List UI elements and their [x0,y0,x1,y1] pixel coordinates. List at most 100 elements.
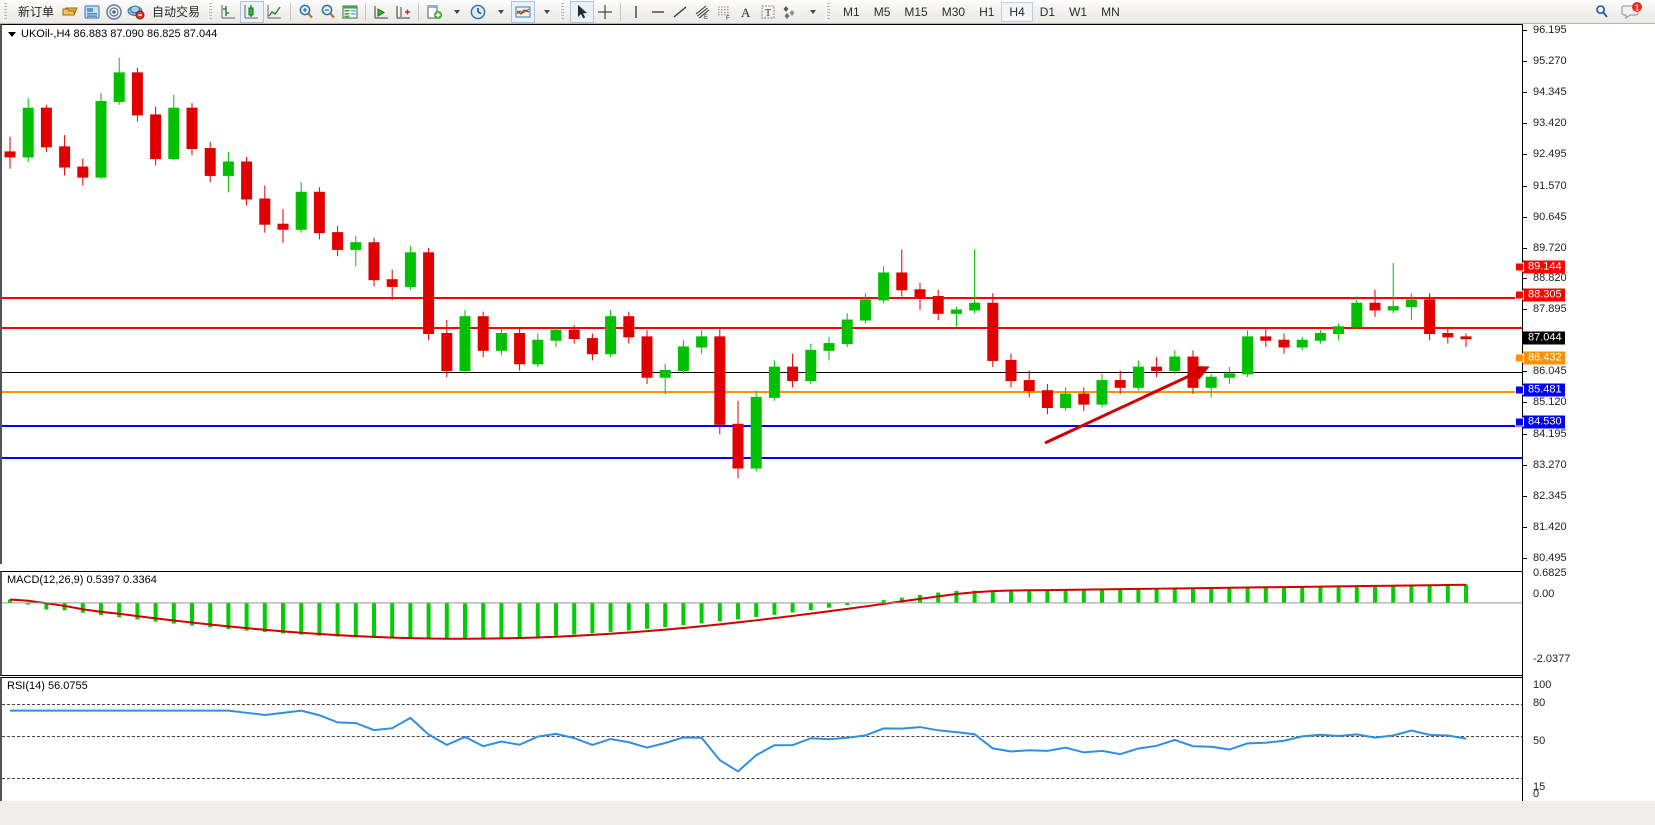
add-indicator-dropdown[interactable] [445,1,467,23]
level-line-current-price[interactable] [2,372,1522,373]
price-tick-label: 95.270 [1533,55,1567,68]
bottom-status-strip [0,801,1655,825]
auto-trading-button[interactable]: 自动交易 [147,1,205,23]
bar-chart-icon[interactable] [218,1,240,23]
price-tag-support[interactable]: 85.481 [1523,383,1565,397]
shapes-icon[interactable] [779,1,801,23]
price-tick-mark [1523,433,1527,435]
chat-badge-count: 1 [1635,3,1640,12]
shift-chart-icon[interactable] [370,1,392,23]
new-order-button[interactable]: 新订单 [13,1,59,23]
price-tick-mark [1523,247,1527,249]
timeframe-m15[interactable]: M15 [904,4,928,19]
timeframe-d1[interactable]: D1 [1039,4,1056,19]
period-dropdown[interactable] [489,1,511,23]
timeframe-w1[interactable]: W1 [1069,4,1088,19]
price-tick-mark [1523,278,1527,280]
period-icon[interactable] [467,1,489,23]
price-tick-label: 83.270 [1533,458,1567,471]
price-tag-support[interactable]: 84.530 [1523,415,1565,429]
search-icon[interactable] [1591,1,1613,23]
toolbar-grip-4[interactable] [826,2,834,21]
timeframe-h1[interactable]: H1 [979,4,995,19]
price-scale-axis[interactable]: 96.195 95.270 94.345 93.420 92.495 91.570 90.6… [1515,24,1655,804]
rsi-pane[interactable]: RSI(14) 56.0755 [0,677,1522,804]
line-chart-icon[interactable] [264,1,286,23]
price-tag-current-price[interactable]: 87.044 [1523,331,1565,345]
timeframe-h4[interactable]: H4 [1001,1,1033,22]
rsi-tick-label: 0 [1533,788,1540,800]
price-tag-resistance[interactable]: 88.305 [1523,288,1565,302]
chart-area[interactable]: UKOil-,H4 86.883 87.090 86.825 87.044 [0,24,1655,825]
level-handle[interactable] [1515,353,1524,363]
folder-icon[interactable] [59,1,81,23]
timeframe-mn[interactable]: MN [1101,4,1120,19]
zoom-out-icon[interactable] [317,1,339,23]
level-line-84530[interactable] [2,457,1522,459]
toolbar-grip[interactable] [3,2,10,21]
level-line-89144[interactable] [2,297,1522,299]
chevron-down-icon-symbol[interactable] [8,31,16,37]
chat-icon[interactable]: 1 [1619,1,1645,23]
fibonacci-icon[interactable]: F [713,1,735,23]
toolbar-separator-3 [418,2,420,21]
price-tick-mark [1523,61,1527,63]
level-line-88305[interactable] [2,327,1522,329]
toolbar-grip-3[interactable] [560,2,568,21]
price-tick-mark [1523,123,1527,125]
add-indicator-icon[interactable] [423,1,445,23]
equidistant-channel-icon[interactable]: E [691,1,713,23]
horizontal-line-icon[interactable] [647,1,669,23]
auto-scroll-icon[interactable] [392,1,414,23]
candlestick-chart-icon[interactable] [240,0,265,23]
templates-dropdown[interactable] [535,1,557,23]
signal-icon[interactable] [103,1,125,23]
tile-windows-icon[interactable] [339,1,361,23]
timeframe-m1[interactable]: M1 [843,4,860,19]
macd-pane[interactable]: MACD(12,26,9) 0.5397 0.3364 [0,571,1522,676]
price-tick-label: 84.195 [1533,427,1567,440]
trendline-icon[interactable] [669,1,691,23]
macd-tick-label: 0.00 [1533,588,1555,600]
price-tick-mark [1523,216,1527,218]
auto-trading-label: 自动交易 [152,5,201,19]
candlestick-series [4,57,1472,479]
rsi-tick-label: 80 [1533,697,1546,709]
price-tick-mark [1523,495,1527,497]
timeframe-m30[interactable]: M30 [941,4,966,19]
chevron-down-icon-4 [810,9,817,14]
toolbar-separator-2 [365,2,367,21]
news-icon[interactable] [81,1,103,23]
level-handle[interactable] [1515,262,1524,272]
templates-icon[interactable] [511,0,536,23]
text-label-icon[interactable]: A [735,1,757,23]
price-tick-mark [1523,526,1527,528]
price-tag-mid[interactable]: 86.432 [1523,351,1565,365]
price-tick-label: 91.570 [1533,179,1567,192]
toolbar-separator [290,2,292,21]
crosshair-icon[interactable] [594,1,616,23]
text-box-icon[interactable]: T [757,1,779,23]
price-tick-label: 86.045 [1533,365,1567,378]
level-handle[interactable] [1515,417,1524,427]
autotrading-icon[interactable] [125,1,147,23]
level-handle[interactable] [1515,290,1524,300]
cursor-icon[interactable] [570,0,595,23]
timeframe-m5[interactable]: M5 [873,4,891,19]
rsi-level-80 [2,704,1522,705]
rsi-level-15 [2,778,1522,779]
vertical-line-icon[interactable] [625,1,647,23]
price-tick-mark [1523,30,1527,31]
level-line-86432[interactable] [2,391,1522,393]
level-line-85481[interactable] [2,425,1522,427]
price-pane[interactable]: UKOil-,H4 86.883 87.090 86.825 87.044 [0,24,1522,564]
price-tick-label: 85.120 [1533,396,1567,409]
shapes-dropdown[interactable] [801,1,823,23]
zoom-in-icon[interactable] [295,1,317,23]
toolbar-grip-2[interactable] [208,2,216,21]
price-tag-resistance[interactable]: 89.144 [1523,260,1565,274]
level-handle[interactable] [1515,385,1524,395]
new-order-label: 新订单 [18,5,55,19]
price-tick-label: 96.195 [1533,24,1567,36]
